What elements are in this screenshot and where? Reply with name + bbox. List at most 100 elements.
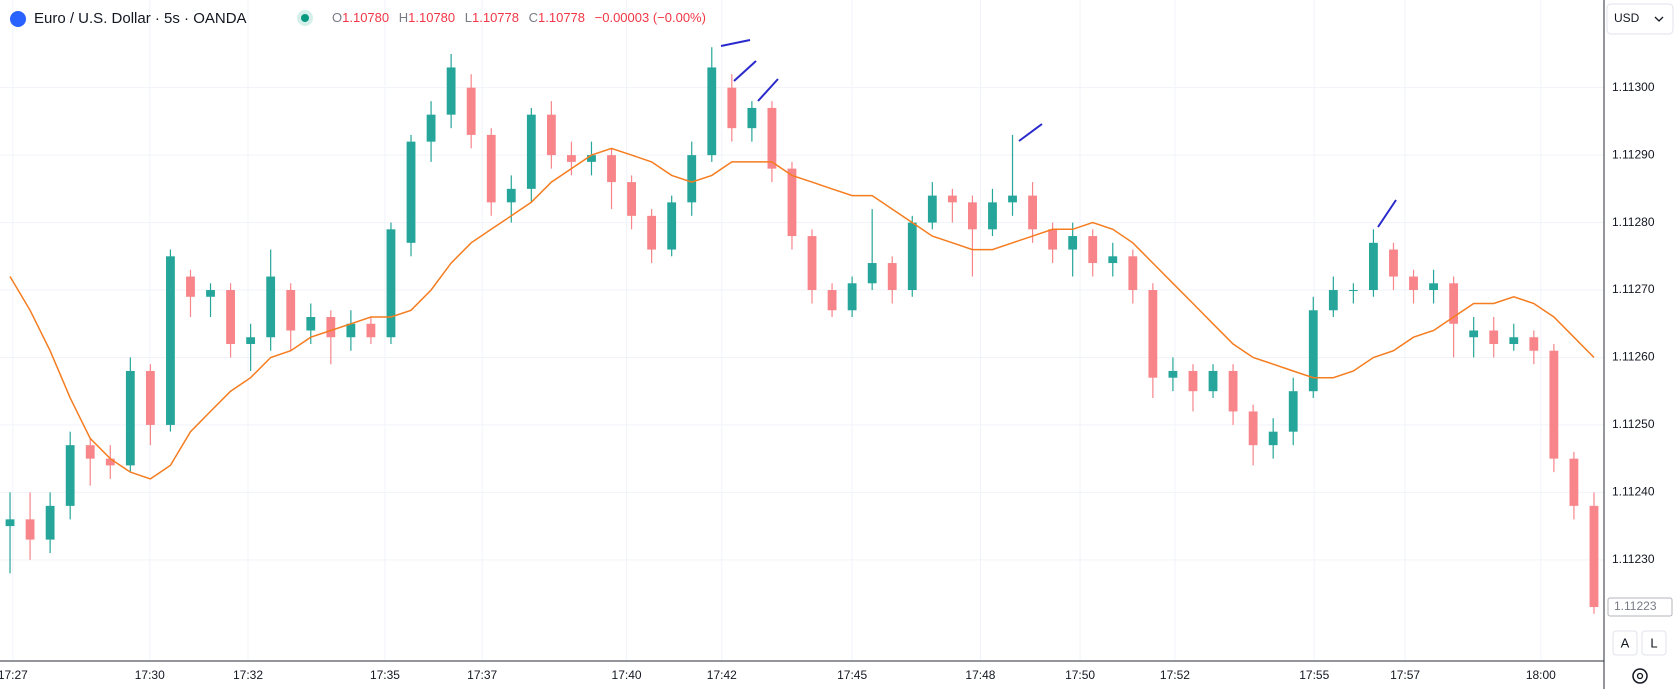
candle-body	[466, 87, 476, 135]
candle-body	[186, 276, 195, 297]
l-value: 1.10778	[472, 10, 519, 25]
h-label: H	[399, 10, 408, 25]
candle-body	[1569, 458, 1579, 506]
candle-body	[506, 188, 516, 203]
candle-body	[306, 317, 316, 331]
x-tick-label: 17:40	[612, 668, 642, 682]
candle-body	[1208, 370, 1218, 392]
candle-body	[1308, 310, 1318, 392]
candle-body	[787, 168, 797, 237]
plot	[5, 47, 1599, 614]
candle-body	[326, 317, 336, 338]
candle-body	[847, 283, 857, 311]
auto-scale-button[interactable]	[1612, 630, 1638, 656]
candle-body	[1048, 229, 1058, 250]
market-status-dot	[301, 14, 309, 22]
candle-body	[1188, 370, 1198, 392]
drawing-line	[1018, 123, 1043, 142]
x-tick-label: 17:55	[1299, 668, 1329, 682]
x-tick-label: 17:50	[1065, 668, 1095, 682]
symbol-title[interactable]: Euro / U.S. Dollar · 5s · OANDA	[34, 10, 247, 27]
candle-body	[1409, 276, 1418, 291]
candle-body	[1369, 242, 1378, 291]
last-price-label: 1.11223	[1614, 599, 1657, 613]
candle-body	[1148, 290, 1158, 378]
candle-body	[627, 182, 636, 216]
moving-average	[9, 147, 1595, 480]
axes: 1.11230 1.11240 1.11250 1.11260 1.11270 1.112…	[0, 80, 1673, 682]
candle-body	[346, 323, 356, 338]
candle-body	[105, 458, 115, 466]
candle-body	[1108, 256, 1118, 264]
y-tick-label: 1.11260	[1612, 350, 1655, 364]
y-tick-label: 1.11240	[1612, 485, 1655, 499]
candle-body	[366, 323, 376, 338]
candle-body	[887, 263, 897, 291]
candle-body	[1469, 330, 1479, 338]
drawing-line	[720, 39, 751, 47]
candle-body	[246, 337, 256, 344]
candle-body	[1248, 411, 1258, 446]
candle-body	[65, 445, 75, 506]
candle-body	[1489, 330, 1499, 344]
candle-body	[1008, 195, 1017, 203]
x-tick-label: 17:57	[1390, 668, 1420, 682]
candle-body	[988, 202, 997, 230]
x-tick-label: 17:42	[707, 668, 737, 682]
candle-body	[286, 290, 296, 331]
currency-select[interactable]	[1606, 3, 1674, 35]
candle-body	[85, 445, 95, 459]
candle-body	[567, 155, 576, 162]
candle-body	[747, 107, 757, 129]
ohlc-legend: O1.10780 H1.10780 L1.10778 C1.10778 −0.0…	[332, 10, 706, 25]
candle-body	[867, 263, 877, 284]
drawings	[720, 39, 1397, 228]
x-tick-label: 18:00	[1526, 668, 1556, 682]
candle-body	[1529, 337, 1539, 351]
candle-body	[727, 87, 737, 129]
drawing-line	[1377, 199, 1397, 228]
candle-body	[587, 155, 596, 162]
settings-icon	[1636, 672, 1644, 680]
candle-body	[767, 107, 777, 169]
chevron	[1654, 16, 1664, 22]
x-tick-label: 17:30	[135, 668, 165, 682]
candle-body	[667, 202, 677, 250]
y-tick-label: 1.11280	[1612, 215, 1655, 229]
candle-body	[406, 141, 416, 243]
candle-body	[1509, 337, 1519, 344]
candle-body	[426, 114, 436, 142]
button-label: L	[1650, 635, 1657, 650]
candle-body	[607, 155, 616, 183]
candle-body	[1068, 236, 1078, 250]
candle-body	[1168, 370, 1178, 378]
settings-button[interactable]	[1632, 668, 1648, 684]
candle-body	[1429, 283, 1438, 291]
candle-body	[226, 290, 235, 344]
change: −0.00003 (−0.00%)	[595, 10, 706, 25]
y-tick-label: 1.11300	[1612, 80, 1655, 94]
candle-body	[1028, 195, 1037, 230]
candle-body	[707, 67, 717, 156]
candle-body	[1288, 391, 1298, 432]
currency-label: USD	[1614, 11, 1640, 25]
last-price-box	[1607, 597, 1673, 617]
c-value: 1.10778	[538, 10, 585, 25]
log-scale-button[interactable]	[1641, 630, 1667, 656]
time-axis	[0, 661, 1677, 689]
candle-body	[25, 519, 35, 540]
candle-body	[1449, 283, 1459, 324]
y-tick-label: 1.11290	[1612, 147, 1655, 161]
candle-body	[1389, 249, 1398, 277]
candle-body	[386, 229, 396, 338]
candle-body	[446, 67, 456, 115]
candle-body	[687, 155, 697, 203]
candle-body	[807, 236, 817, 291]
y-tick-label: 1.11270	[1612, 282, 1655, 296]
grid	[0, 0, 1604, 661]
candle-body	[546, 114, 556, 156]
candle-body	[1549, 350, 1559, 459]
l-label: L	[465, 10, 472, 25]
y-tick-label: 1.11230	[1612, 552, 1655, 566]
